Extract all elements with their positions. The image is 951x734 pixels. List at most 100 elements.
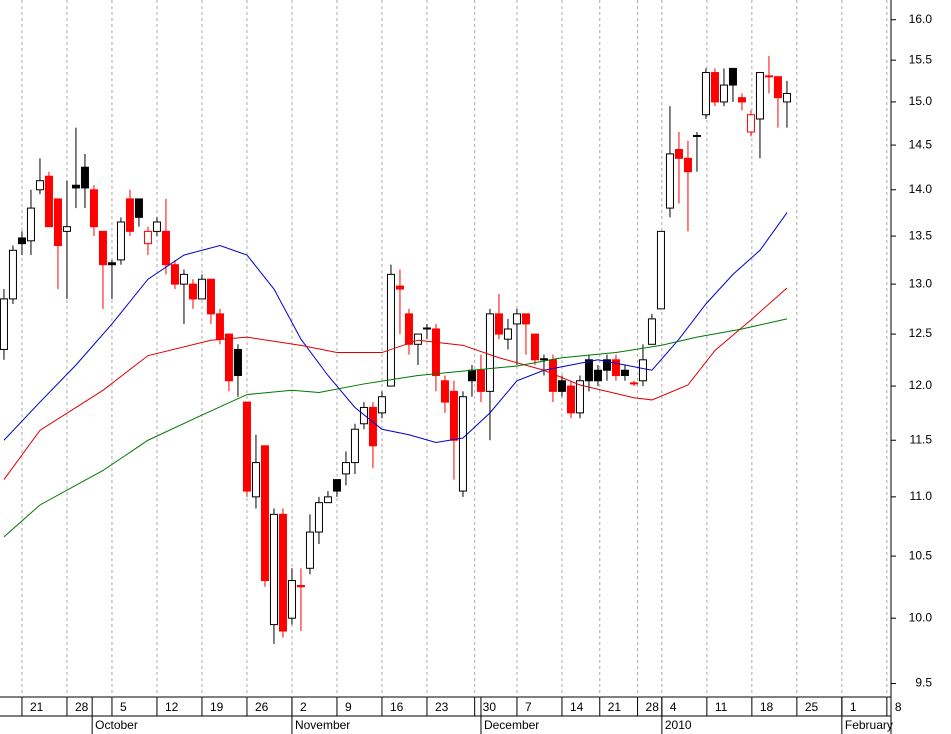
candle-body — [0, 298, 8, 350]
candle-body — [314, 502, 323, 533]
candle-body — [755, 72, 764, 120]
candle-body — [296, 585, 305, 588]
candle-body — [674, 148, 683, 159]
x-tick-label: 12 — [165, 700, 179, 714]
candle-body — [449, 390, 458, 441]
candle-body — [746, 114, 755, 133]
candle-body — [512, 313, 521, 325]
moving-average-line — [3, 212, 788, 443]
x-tick-label: 9 — [345, 700, 352, 714]
candle-body — [656, 230, 665, 310]
candle-body — [287, 580, 296, 619]
x-tick-label: 2 — [300, 700, 307, 714]
candle-body — [17, 237, 26, 245]
x-tick-label: 21 — [608, 700, 622, 714]
candle-body — [323, 496, 332, 504]
candle-body — [305, 531, 314, 569]
candle-body — [557, 380, 566, 392]
candle-body — [35, 180, 44, 191]
x-tick-label: 8 — [895, 700, 902, 714]
candle-body — [620, 369, 629, 376]
candle-body — [359, 406, 368, 425]
candle-body — [404, 313, 413, 345]
x-tick-label: 23 — [435, 700, 449, 714]
candle-body — [440, 380, 449, 403]
candle-body — [80, 166, 89, 189]
candle-body — [611, 359, 620, 376]
candle-body — [251, 462, 260, 498]
candle-body — [71, 184, 80, 189]
y-tick-label: 10.0 — [909, 610, 933, 624]
y-tick-label: 13.0 — [909, 276, 933, 290]
y-tick-label: 9.5 — [915, 676, 932, 690]
candle-body — [575, 380, 584, 414]
candle-body — [188, 283, 197, 300]
candle-body — [53, 198, 62, 247]
candle-body — [476, 369, 485, 392]
candle-body — [62, 226, 71, 232]
candle-body — [584, 359, 593, 382]
y-tick-label: 11.0 — [910, 489, 933, 503]
candle-body — [215, 313, 224, 340]
x-tick-label: 5 — [120, 700, 127, 714]
x-tick-label: 18 — [760, 700, 774, 714]
x-tick-label: 28 — [75, 700, 89, 714]
candle-body — [710, 72, 719, 103]
candle-body — [116, 221, 125, 261]
candle-body — [638, 359, 647, 382]
candle-body — [143, 230, 152, 245]
y-tick-label: 14.0 — [909, 182, 933, 196]
candle-body — [728, 67, 737, 86]
x-tick-label: 19 — [210, 700, 224, 714]
candle-body — [593, 369, 602, 382]
y-tick-label: 12.0 — [909, 378, 933, 392]
y-tick-label: 10.5 — [909, 548, 933, 562]
candle-body — [26, 207, 35, 242]
x-tick-label: 28 — [646, 700, 660, 714]
candle-body — [350, 428, 359, 464]
candle-body — [494, 313, 503, 335]
moving-average-line — [3, 287, 788, 480]
candle-body — [125, 198, 134, 232]
candle-body — [206, 278, 215, 315]
month-label: 2010 — [665, 718, 692, 732]
candle-body — [665, 153, 674, 209]
candle-body — [539, 358, 548, 361]
y-tick-label: 15.5 — [909, 52, 933, 66]
x-tick-label: 4 — [670, 700, 677, 714]
moving-average-line — [3, 318, 788, 538]
x-tick-label: 25 — [805, 700, 819, 714]
candle-body — [413, 333, 422, 345]
candle-body — [629, 382, 638, 385]
candle-body — [782, 92, 791, 103]
candle-body — [224, 333, 233, 382]
x-tick-label: 16 — [390, 700, 404, 714]
candle-body — [503, 328, 512, 340]
candle-body — [548, 359, 557, 392]
candle-body — [773, 76, 782, 99]
candle-body — [341, 462, 350, 475]
month-label: November — [295, 718, 350, 732]
candle-body — [242, 401, 251, 492]
candle-body — [692, 134, 701, 137]
candle-body — [8, 249, 17, 300]
candle-body — [530, 333, 539, 361]
x-tick-label: 11 — [715, 700, 728, 714]
candle-body — [764, 75, 773, 78]
candle-body — [107, 262, 116, 266]
candle-body — [44, 175, 53, 228]
candle-body — [233, 348, 242, 376]
month-label: December — [484, 718, 539, 732]
x-tick-label: 30 — [483, 700, 497, 714]
candle-body — [269, 513, 278, 626]
candle-body — [395, 285, 404, 290]
candle-body — [386, 273, 395, 387]
candle-body — [134, 198, 143, 218]
candle-body — [152, 221, 161, 232]
x-tick-label: 21 — [30, 700, 44, 714]
candle-body — [566, 385, 575, 414]
candle-body — [701, 72, 710, 116]
candle-body — [485, 313, 494, 392]
